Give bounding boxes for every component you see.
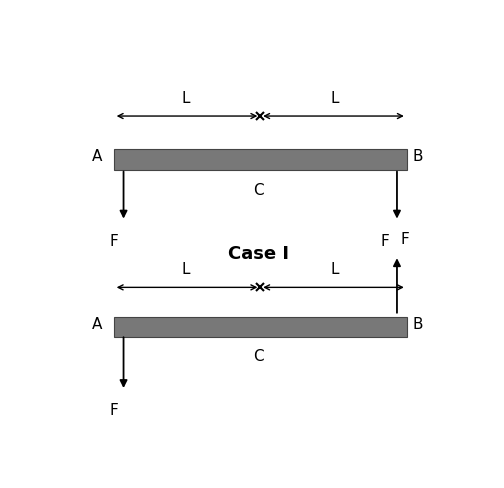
Text: L: L [330,91,339,105]
Text: B: B [413,149,423,164]
Text: Case I: Case I [228,245,289,263]
Text: F: F [109,403,118,417]
Bar [114,317,407,338]
Text: L: L [182,91,191,105]
Text: F: F [381,233,390,248]
Text: A: A [92,316,102,331]
Text: A: A [92,149,102,164]
Text: L: L [330,262,339,277]
Text: F: F [109,233,118,248]
Bar [114,150,407,170]
Text: B: B [413,316,423,331]
Text: C: C [253,183,264,198]
Text: F: F [400,231,409,246]
Text: L: L [182,262,191,277]
Text: C: C [253,348,264,363]
